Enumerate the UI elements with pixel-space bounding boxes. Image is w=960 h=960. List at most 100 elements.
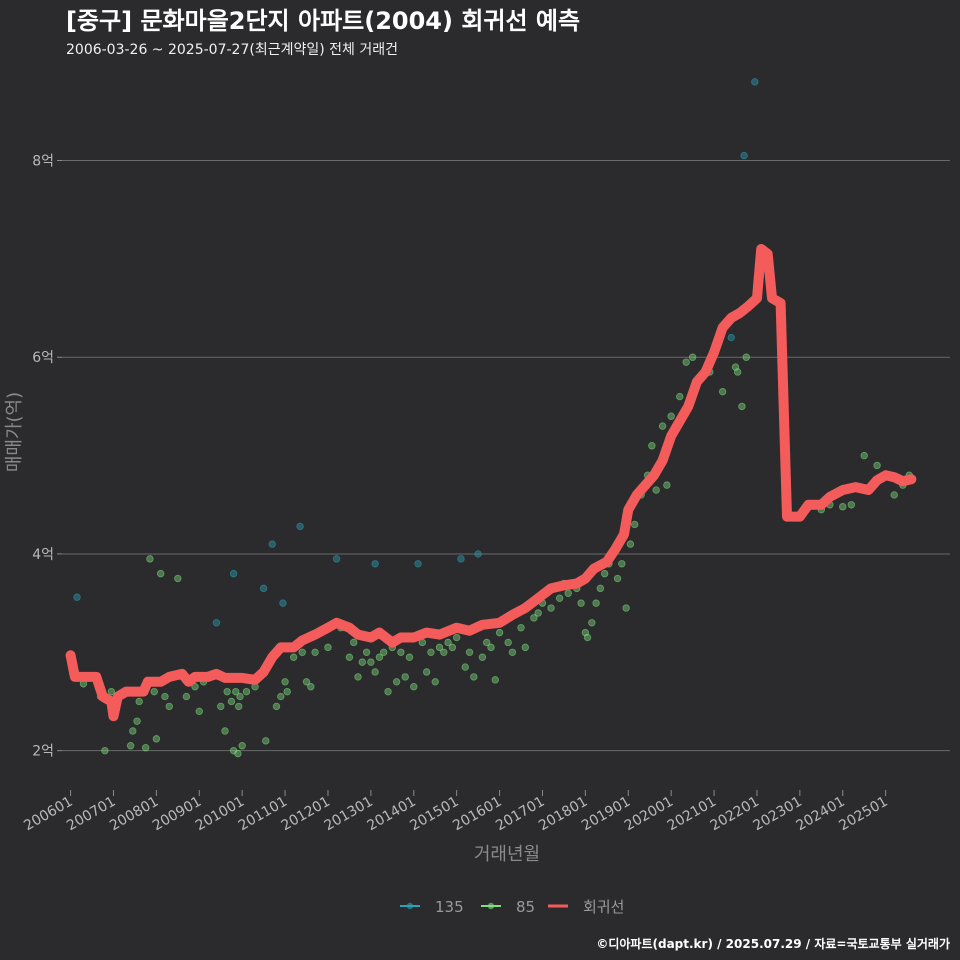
y-tick-label: 2억 bbox=[32, 744, 54, 760]
x-axis-title: 거래년월 bbox=[474, 844, 540, 865]
data-point-135 bbox=[296, 522, 304, 531]
data-point-85 bbox=[146, 555, 154, 563]
data-point-135 bbox=[457, 555, 465, 563]
data-point-85 bbox=[311, 648, 319, 657]
legend-label: 회귀선 bbox=[583, 898, 624, 916]
data-point-85 bbox=[405, 653, 414, 661]
data-point-85 bbox=[676, 392, 684, 401]
chart-subtitle: 2006-03-26 ~ 2025-07-27(최근계약일) 전체 거래건 bbox=[66, 42, 398, 58]
data-point-85 bbox=[227, 697, 236, 706]
data-point-135 bbox=[751, 78, 759, 86]
data-point-85 bbox=[223, 687, 231, 696]
data-point-85 bbox=[652, 486, 660, 494]
data-point-135 bbox=[371, 560, 379, 568]
data-point-85 bbox=[182, 692, 191, 701]
data-point-85 bbox=[238, 742, 246, 750]
data-point-85 bbox=[195, 707, 203, 716]
data-point-85 bbox=[152, 735, 161, 743]
data-point-85 bbox=[444, 638, 452, 647]
data-point-85 bbox=[588, 619, 596, 627]
data-point-85 bbox=[440, 648, 448, 657]
data-point-85 bbox=[141, 744, 150, 752]
data-point-85 bbox=[350, 638, 358, 647]
data-point-85 bbox=[289, 653, 298, 661]
data-point-85 bbox=[165, 702, 173, 711]
y-axis-ticks: 2억 4억 6억 8억 bbox=[32, 154, 62, 760]
data-point-85 bbox=[596, 584, 605, 593]
data-point-85 bbox=[648, 442, 656, 450]
data-point-85 bbox=[718, 387, 727, 396]
data-point-85 bbox=[283, 687, 291, 696]
data-point-135 bbox=[332, 555, 341, 563]
data-point-85 bbox=[156, 569, 165, 578]
data-point-85 bbox=[107, 687, 116, 696]
data-point-85 bbox=[555, 594, 564, 602]
data-point-85 bbox=[221, 727, 229, 735]
data-point-85 bbox=[234, 749, 242, 758]
data-point-85 bbox=[583, 633, 592, 642]
data-point-85 bbox=[452, 633, 461, 642]
data-point-85 bbox=[658, 422, 667, 430]
data-point-85 bbox=[324, 643, 332, 652]
data-point-85 bbox=[742, 353, 750, 361]
data-point-135 bbox=[73, 593, 81, 601]
data-point-85 bbox=[371, 668, 379, 676]
data-point-85 bbox=[847, 501, 856, 509]
data-point-85 bbox=[150, 687, 158, 696]
data-point-85 bbox=[133, 717, 141, 725]
scatter-points bbox=[73, 78, 913, 758]
data-point-85 bbox=[504, 638, 512, 647]
data-point-85 bbox=[427, 648, 435, 657]
data-point-135 bbox=[268, 540, 276, 548]
data-point-85 bbox=[600, 569, 609, 578]
data-point-85 bbox=[101, 746, 109, 755]
data-point-135 bbox=[414, 560, 422, 568]
data-point-85 bbox=[375, 653, 384, 661]
chart-title: [중구] 문화마을2단지 아파트(2004) 회귀선 예측 bbox=[66, 7, 580, 35]
chart-caption: ©디아파트(dapt.kr) / 2025.07.29 / 자료=국토교통부 실… bbox=[596, 936, 950, 951]
data-point-85 bbox=[667, 412, 675, 420]
data-point-85 bbox=[272, 702, 281, 711]
data-point-85 bbox=[688, 353, 697, 361]
data-point-85 bbox=[161, 692, 169, 701]
data-point-85 bbox=[733, 368, 742, 376]
data-point-85 bbox=[577, 599, 585, 607]
data-point-135 bbox=[740, 151, 748, 160]
data-point-135 bbox=[474, 550, 482, 558]
legend: 135 85 회귀선 bbox=[400, 898, 624, 916]
data-point-85 bbox=[397, 648, 405, 657]
data-point-85 bbox=[738, 402, 746, 411]
data-point-85 bbox=[682, 358, 690, 366]
data-point-85 bbox=[630, 520, 639, 529]
data-point-135 bbox=[212, 619, 221, 627]
data-point-85 bbox=[307, 683, 315, 691]
data-point-85 bbox=[277, 692, 285, 701]
data-point-85 bbox=[236, 692, 244, 701]
data-point-85 bbox=[860, 451, 868, 460]
regression-line-group bbox=[65, 244, 917, 722]
data-point-85 bbox=[448, 643, 457, 652]
legend-label: 85 bbox=[516, 898, 535, 916]
data-point-85 bbox=[367, 658, 375, 666]
data-point-85 bbox=[839, 503, 847, 511]
data-point-85 bbox=[663, 481, 671, 489]
data-point-85 bbox=[354, 673, 362, 681]
data-point-135 bbox=[279, 599, 287, 607]
data-point-85 bbox=[217, 702, 225, 711]
data-point-85 bbox=[362, 648, 371, 657]
data-point-85 bbox=[135, 697, 143, 706]
data-point-85 bbox=[508, 648, 517, 657]
y-axis-title: 매매가(억) bbox=[4, 392, 25, 472]
data-point-85 bbox=[191, 683, 199, 691]
data-point-85 bbox=[422, 668, 431, 676]
data-point-85 bbox=[380, 648, 388, 657]
data-point-85 bbox=[530, 614, 538, 622]
data-point-85 bbox=[302, 678, 311, 686]
data-point-85 bbox=[232, 687, 240, 696]
data-point-135 bbox=[259, 584, 268, 593]
data-point-85 bbox=[873, 461, 881, 470]
data-point-85 bbox=[890, 491, 898, 499]
data-point-85 bbox=[622, 604, 630, 612]
